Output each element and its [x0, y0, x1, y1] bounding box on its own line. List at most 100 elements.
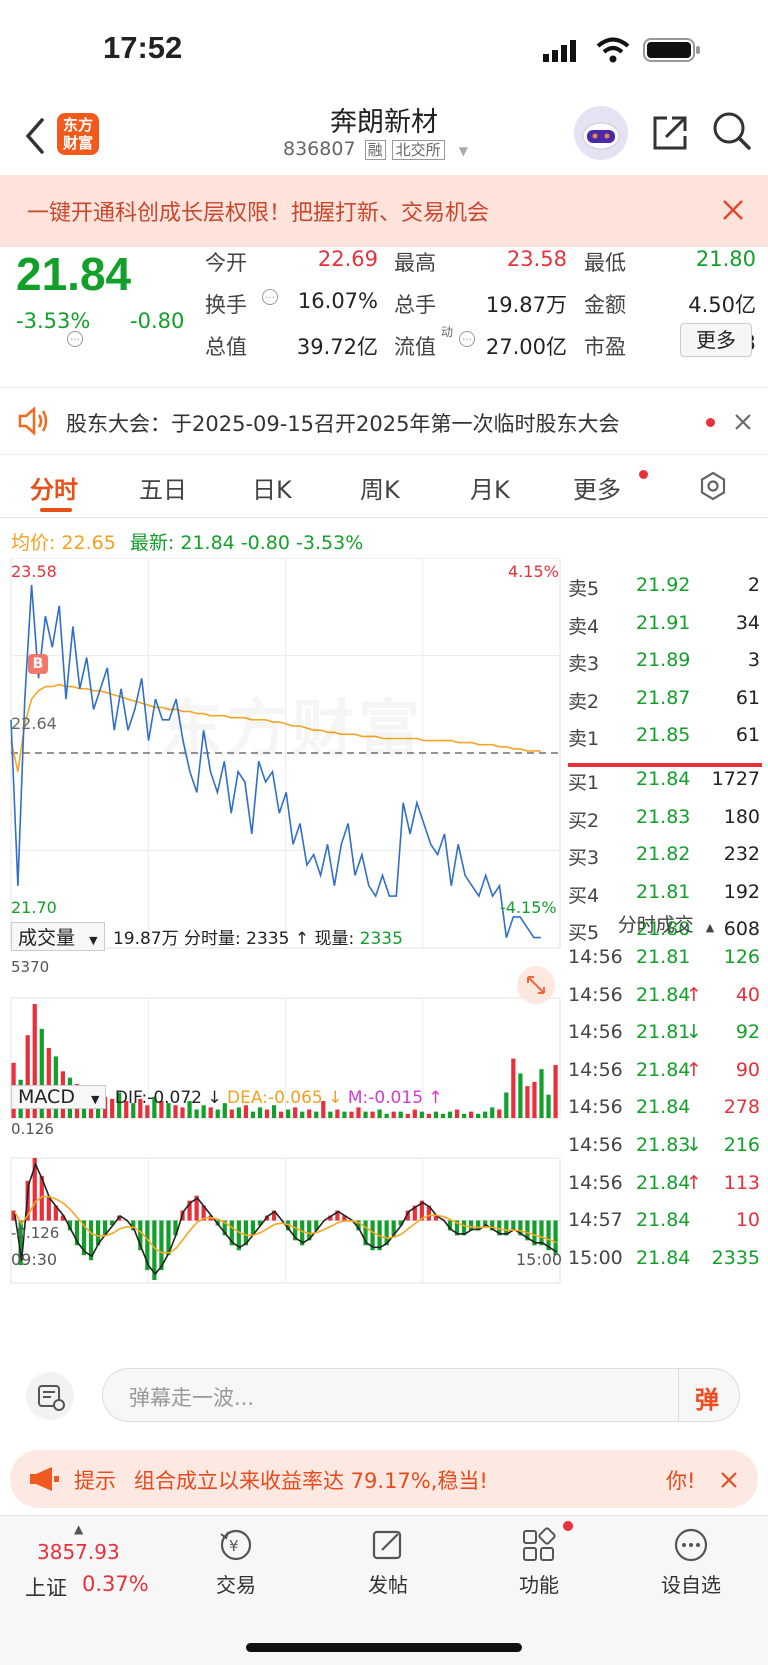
volume-bar	[483, 1111, 488, 1118]
danmaku-send-button[interactable]: 弹	[678, 1369, 740, 1421]
macd-histogram-bar	[363, 1220, 368, 1246]
settings-icon[interactable]	[697, 470, 729, 502]
tick-price: 21.84	[636, 983, 691, 1006]
macd-histogram-bar	[81, 1220, 87, 1256]
bid-row[interactable]: 买1 21.84 1727	[568, 768, 764, 802]
volume-bar	[180, 1107, 185, 1118]
level-label: 买1	[568, 772, 600, 794]
promo-banner[interactable]: 一键开通科创成长层权限！把握打新、交易机会	[0, 175, 768, 247]
tick-row: 14:56 21.81 ↓ 92	[568, 1021, 764, 1055]
up-arrow-icon: ↑	[423, 1088, 443, 1108]
volume-bar	[447, 1111, 453, 1118]
macd-dif: DIF:-0.072	[114, 1088, 202, 1108]
search-icon[interactable]	[711, 110, 753, 152]
tab-more[interactable]: 更多	[573, 476, 621, 504]
ask-row[interactable]: 卖3 21.89 3	[568, 649, 764, 683]
tick-time: 14:57	[568, 1209, 623, 1232]
ask-row[interactable]: 卖1 21.85 61	[568, 724, 764, 758]
nav-post-label: 发帖	[368, 1573, 408, 1597]
level-price: 21.92	[636, 574, 691, 596]
notice-bar[interactable]: 股东大会：于2025-09-15召开2025年第一次临时股东大会	[0, 387, 768, 455]
note-icon[interactable]	[26, 1372, 74, 1420]
tab-five-day[interactable]: 五日	[139, 476, 187, 504]
tick-time: 14:56	[568, 1171, 623, 1194]
tick-direction: ↓	[686, 1134, 702, 1156]
danmaku-input[interactable]: 弹幕走一波... 弹	[102, 1368, 740, 1422]
macd-histogram-bar	[53, 1205, 58, 1221]
stock-code: 836807	[283, 138, 356, 160]
level-label: 买3	[568, 847, 600, 869]
close-icon[interactable]	[734, 413, 752, 431]
macd-histogram-bar	[103, 1220, 108, 1236]
macd-histogram-bar	[187, 1200, 192, 1221]
volume-selector-label: 成交量	[18, 927, 76, 949]
chart-tabs: 分时 五日 日K 周K 月K 更多	[0, 456, 768, 518]
info-icon[interactable]: …	[67, 331, 83, 347]
tab-intraday[interactable]: 分时	[30, 476, 78, 504]
ticks-header[interactable]: 分时成交 ▲	[568, 910, 764, 937]
tick-price: 21.83	[636, 1134, 691, 1156]
nav-trade[interactable]: ¥ 交易	[176, 1526, 296, 1598]
quote-panel: 21.84 -3.53% -0.80 今开 22.69 最高 23.58 最低 21.80…	[0, 247, 768, 387]
volume-selector[interactable]: 成交量 ▼	[11, 922, 105, 951]
level-price: 21.89	[636, 649, 691, 671]
macd-histogram-bar	[525, 1220, 530, 1241]
close-icon[interactable]	[720, 1471, 738, 1489]
macd-histogram-bar	[257, 1220, 263, 1226]
info-icon[interactable]: …	[262, 289, 278, 305]
app-logo[interactable]: 东方 财富	[57, 113, 99, 155]
index-widget[interactable]: ▲ 3857.93 上证 0.37%	[22, 1522, 152, 1602]
volume-total: 19.87万	[112, 929, 179, 949]
macd-histogram-bar	[532, 1220, 537, 1246]
bid-row[interactable]: 买3 21.82 232	[568, 843, 764, 877]
stock-code-line[interactable]: 836807 融 北交所 ▼	[283, 138, 468, 164]
tick-volume: 2335	[711, 1246, 760, 1269]
close-icon[interactable]	[721, 198, 745, 222]
tick-volume: 113	[723, 1171, 760, 1194]
bid-row[interactable]: 买2 21.83 180	[568, 806, 764, 840]
index-pct: 0.37%	[82, 1572, 149, 1596]
tick-row: 14:56 21.84 ↑ 90	[568, 1059, 764, 1093]
macd-histogram-bar	[271, 1210, 277, 1221]
expand-icon[interactable]	[517, 966, 555, 1004]
nav-add-watchlist[interactable]: 设自选	[631, 1526, 751, 1598]
stat-label: 总值	[205, 335, 247, 359]
tick-time: 14:56	[568, 1096, 623, 1119]
share-icon[interactable]	[650, 112, 690, 152]
macd-histogram-bar	[370, 1220, 375, 1251]
bid-row[interactable]: 买4 21.81 192	[568, 881, 764, 915]
tip-trail: 你!	[666, 1469, 696, 1493]
macd-histogram-bar	[384, 1220, 389, 1246]
ask-row[interactable]: 卖5 21.92 2	[568, 574, 764, 608]
macd-histogram-bar	[138, 1220, 143, 1251]
info-icon[interactable]: …	[459, 331, 475, 347]
back-icon[interactable]	[22, 116, 48, 156]
ask-row[interactable]: 卖4 21.91 34	[568, 612, 764, 646]
tip-bar[interactable]: 提示 组合成立以来收益率达 79.17%,稳当! 你!	[10, 1450, 758, 1508]
tab-monthly-k[interactable]: 月K	[470, 476, 510, 504]
notice-text: 股东大会：于2025-09-15召开2025年第一次临时股东大会	[66, 412, 620, 436]
tick-price: 21.84	[636, 1171, 691, 1194]
macd-header: MACD ▼ DIF:-0.072 ↓ DEA:-0.065 ↓ M:-0.01…	[11, 1085, 443, 1109]
macd-selector[interactable]: MACD ▼	[11, 1085, 107, 1109]
macd-histogram-bar	[391, 1220, 396, 1236]
ask-row[interactable]: 卖2 21.87 61	[568, 687, 764, 721]
more-button[interactable]: 更多	[680, 323, 752, 357]
bid-row[interactable]: 买5 21.80 608	[568, 918, 764, 952]
tab-weekly-k[interactable]: 周K	[360, 476, 400, 504]
nav-post[interactable]: 发帖	[328, 1526, 448, 1598]
macd-bottom-label: -0.126	[11, 1224, 60, 1242]
macd-histogram-bar	[433, 1215, 439, 1221]
macd-histogram-bar	[173, 1220, 178, 1236]
assistant-avatar[interactable]	[574, 106, 628, 160]
macd-histogram-bar	[145, 1220, 150, 1271]
tab-daily-k[interactable]: 日K	[252, 476, 292, 504]
nav-functions[interactable]: 功能	[479, 1526, 599, 1598]
macd-histogram-bar	[67, 1220, 73, 1231]
price-line	[10, 584, 541, 939]
low-label: 21.70	[11, 898, 57, 917]
functions-dot	[563, 1521, 573, 1531]
macd-histogram-bar	[95, 1220, 101, 1246]
tick-time: 14:56	[568, 946, 623, 968]
